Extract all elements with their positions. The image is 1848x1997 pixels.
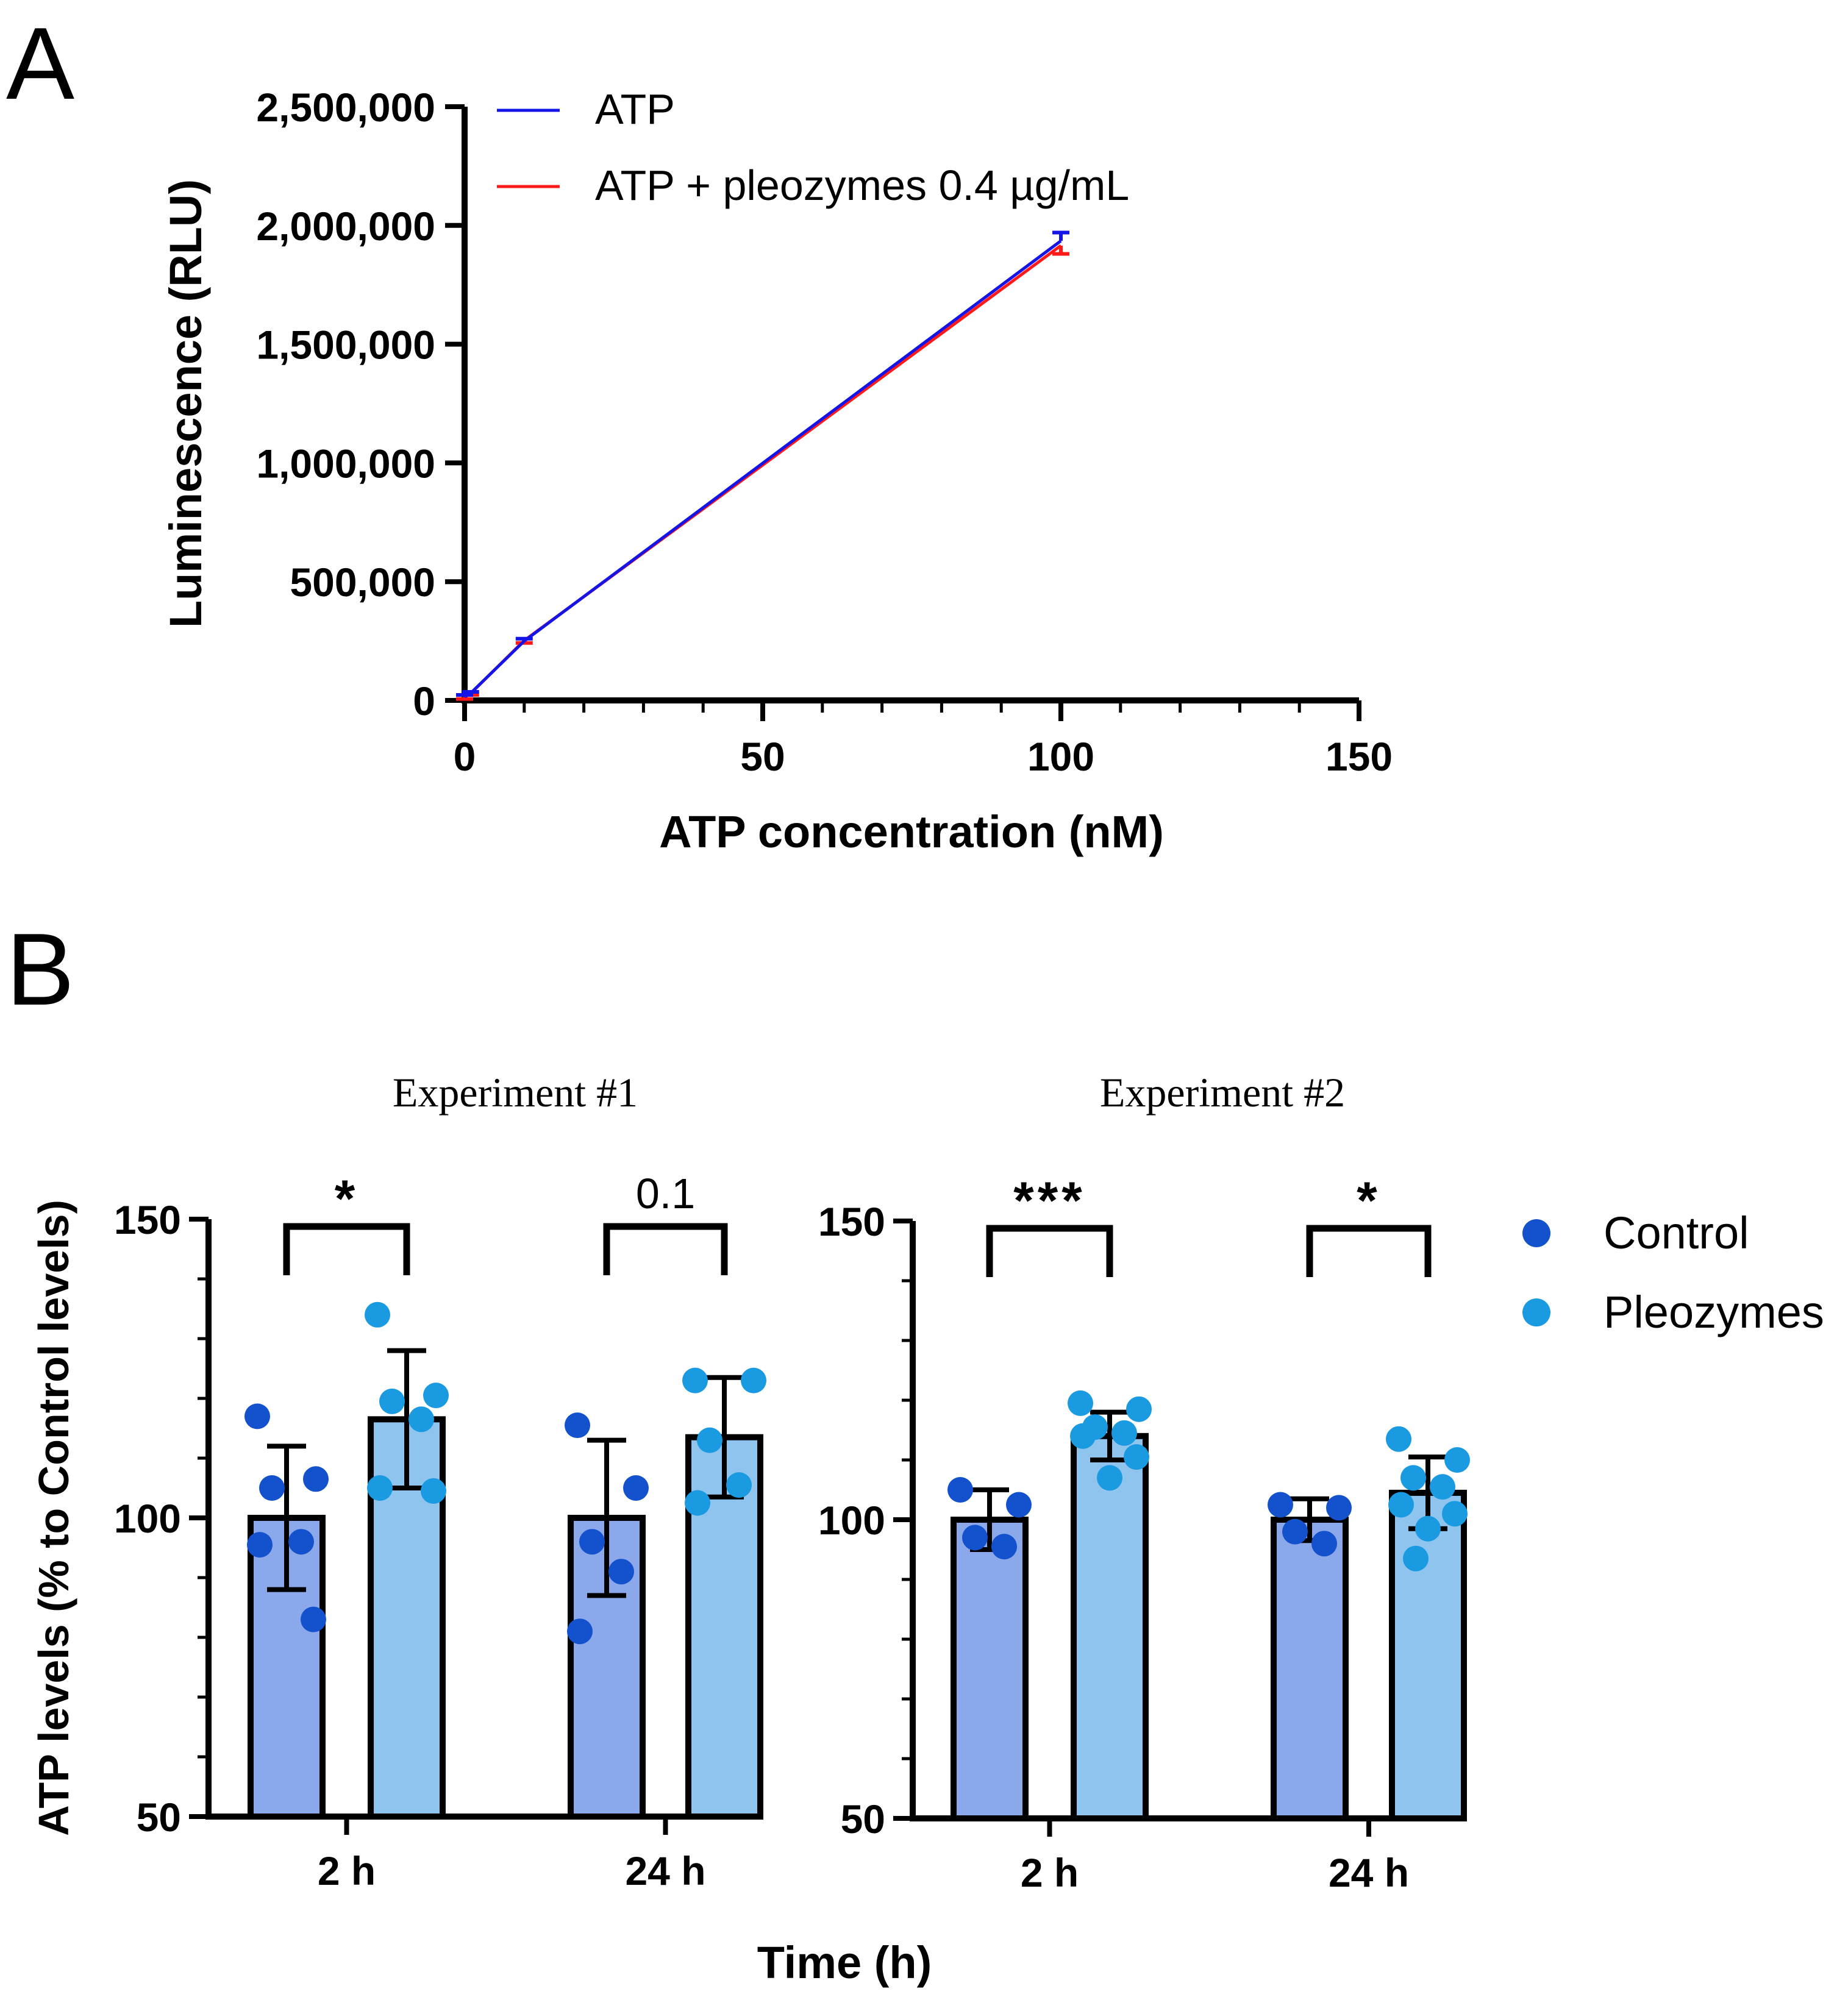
data-point-pleozymes	[1111, 1420, 1137, 1446]
data-point-pleozymes	[1444, 1447, 1470, 1473]
y-tick-label: 100	[114, 1496, 181, 1541]
data-point-control	[247, 1532, 273, 1558]
bar-pleozymes	[1389, 1489, 1467, 1821]
significance-label: *	[1357, 1172, 1380, 1230]
y-tick-label: 50	[841, 1796, 885, 1842]
data-point-pleozymes	[1430, 1474, 1455, 1500]
data-point-pleozymes	[1097, 1465, 1122, 1491]
chart-a-x-tick-label: 0	[454, 734, 476, 779]
significance-bracket	[986, 1225, 1113, 1277]
legend-control-label: Control	[1604, 1208, 1749, 1258]
data-point-control	[962, 1525, 988, 1551]
data-point-control	[1268, 1492, 1293, 1518]
legend-control-dot	[1522, 1219, 1550, 1247]
data-point-pleozymes	[726, 1472, 752, 1498]
chart-a-series-line	[463, 240, 1062, 699]
chart-a-axes: 0 500,000 1,000,000 1,500,000 2,000,000 2,500…	[256, 85, 1393, 779]
chart-a-x-tick-label: 50	[740, 734, 785, 779]
chart-b1-title: Experiment #1	[393, 1069, 638, 1116]
data-point-pleozymes	[1442, 1501, 1468, 1527]
legend-atp-label: ATP	[595, 85, 675, 133]
data-point-pleozymes	[421, 1478, 446, 1504]
chart-a-y-label: Luminescence (RLU)	[160, 179, 211, 628]
data-point-control	[991, 1534, 1017, 1560]
data-point-control	[623, 1475, 649, 1501]
legend-pleozymes-label: Pleozymes	[1604, 1287, 1824, 1337]
panel-label-b: B	[6, 912, 74, 1027]
chart-a-series-line	[463, 244, 1062, 699]
data-point-pleozymes	[1386, 1426, 1411, 1452]
data-point-control	[947, 1477, 973, 1503]
bar-control	[951, 1517, 1029, 1821]
data-point-pleozymes	[367, 1475, 393, 1501]
chart-a-y-tick-label: 1,500,000	[256, 322, 435, 368]
chart-b-legend: Control Pleozymes	[1522, 1208, 1824, 1337]
data-point-control	[1282, 1518, 1308, 1545]
chart-a-x-tick-label: 100	[1027, 734, 1094, 779]
y-tick-label: 50	[137, 1795, 181, 1840]
y-tick-label: 100	[818, 1498, 885, 1543]
chart-a-x-label: ATP concentration (nM)	[659, 806, 1164, 857]
data-point-control	[565, 1412, 590, 1439]
bar-control	[1271, 1517, 1349, 1821]
chart-a-y-tick-label: 2,500,000	[256, 85, 435, 130]
data-point-control	[1006, 1492, 1032, 1518]
data-point-pleozymes	[408, 1406, 434, 1433]
data-point-control	[244, 1403, 270, 1429]
data-point-pleozymes	[682, 1367, 708, 1394]
data-point-pleozymes	[1400, 1465, 1426, 1491]
data-point-control	[579, 1529, 605, 1555]
legend-pleozymes-dot	[1522, 1298, 1550, 1326]
chart-b2-title: Experiment #2	[1100, 1069, 1345, 1116]
significance-label: 0.1	[636, 1170, 695, 1217]
chart-a-y-tick-label: 2,000,000	[256, 204, 435, 249]
data-point-control	[288, 1529, 314, 1555]
data-point-control	[567, 1618, 593, 1645]
data-point-pleozymes	[1068, 1390, 1093, 1416]
chart-b1: 50 100 150 2 h 24 h * 0.1	[114, 1170, 766, 1893]
x-tick-label: 2 h	[318, 1848, 376, 1893]
chart-a-x-tick-label: 150	[1325, 734, 1393, 779]
data-point-pleozymes	[1388, 1492, 1414, 1518]
significance-bracket	[1306, 1225, 1432, 1277]
bar-pleozymes	[1071, 1433, 1149, 1822]
data-point-pleozymes	[365, 1301, 390, 1328]
data-point-pleozymes	[685, 1490, 710, 1516]
panel-label-a: A	[6, 6, 74, 121]
chart-a-y-tick-label: 1,000,000	[256, 441, 435, 486]
data-point-control	[1326, 1495, 1352, 1521]
data-point-pleozymes	[1126, 1396, 1152, 1422]
significance-bracket	[603, 1223, 728, 1275]
chart-a: 0 500,000 1,000,000 1,500,000 2,000,000 2,500…	[160, 85, 1393, 857]
data-point-pleozymes	[379, 1388, 405, 1414]
data-point-pleozymes	[697, 1427, 722, 1453]
chart-b-x-label: Time (h)	[757, 1937, 932, 1988]
y-tick-label: 150	[114, 1197, 181, 1242]
data-point-control	[259, 1475, 285, 1501]
data-point-pleozymes	[1415, 1515, 1441, 1542]
data-point-control	[608, 1559, 634, 1585]
legend-atp-pleo-label: ATP + pleozymes 0.4 µg/mL	[595, 162, 1129, 209]
data-point-pleozymes	[1403, 1545, 1429, 1572]
significance-label: *	[335, 1170, 359, 1228]
data-point-control	[303, 1466, 329, 1492]
data-point-pleozymes	[1070, 1423, 1096, 1449]
x-tick-label: 2 h	[1021, 1850, 1079, 1895]
significance-bracket	[283, 1223, 410, 1275]
x-tick-label: 24 h	[1329, 1850, 1409, 1895]
data-point-control	[301, 1606, 326, 1632]
x-tick-label: 24 h	[625, 1848, 705, 1893]
significance-label: ***	[1013, 1172, 1085, 1230]
chart-b-y-label: ATP levels (% to Control levels)	[30, 1200, 77, 1836]
chart-a-y-tick-label: 500,000	[290, 560, 435, 605]
data-point-control	[1311, 1531, 1337, 1557]
y-tick-label: 150	[818, 1199, 885, 1244]
data-point-pleozymes	[741, 1367, 766, 1394]
chart-a-y-tick-label: 0	[413, 678, 435, 724]
data-point-pleozymes	[1124, 1444, 1149, 1470]
chart-a-legend: ATP ATP + pleozymes 0.4 µg/mL	[497, 85, 1129, 209]
data-point-pleozymes	[423, 1383, 449, 1409]
